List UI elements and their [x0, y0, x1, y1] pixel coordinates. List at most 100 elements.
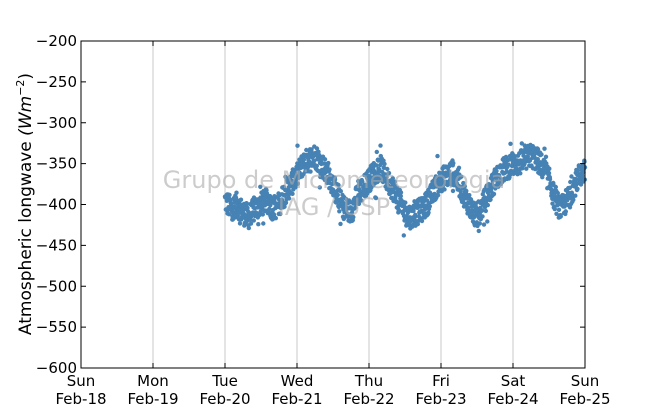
data-point — [360, 179, 365, 184]
data-point — [488, 197, 493, 202]
data-point — [258, 184, 263, 189]
data-point — [267, 206, 272, 212]
data-point — [282, 204, 287, 209]
y-tick-label: −250 — [36, 73, 77, 91]
data-point — [398, 193, 403, 199]
data-point — [520, 166, 525, 171]
data-point — [317, 185, 322, 190]
x-tick-label-date: Feb-18 — [55, 390, 106, 408]
data-point — [426, 210, 431, 215]
data-point — [237, 221, 243, 226]
data-point — [346, 214, 351, 219]
data-point — [374, 163, 379, 168]
data-point — [278, 211, 283, 217]
data-point — [246, 225, 251, 231]
data-point — [359, 198, 364, 203]
data-point — [546, 170, 552, 176]
data-point — [485, 219, 490, 224]
x-tick-label-date: Feb-23 — [415, 390, 466, 408]
data-point — [543, 154, 549, 159]
data-point — [301, 157, 307, 162]
x-tick-label-day: Wed — [281, 372, 314, 390]
data-point — [481, 222, 487, 227]
data-point — [295, 143, 300, 148]
data-point — [467, 193, 472, 198]
data-point — [228, 197, 233, 202]
data-point — [245, 205, 250, 211]
x-tick-label-day: Mon — [137, 372, 169, 390]
data-point — [427, 204, 432, 209]
data-point — [580, 173, 585, 179]
y-tick-label: −200 — [36, 32, 77, 50]
data-point — [244, 201, 250, 206]
y-axis-label: Atmospheric longwave (Wm−2) — [14, 73, 36, 335]
data-point — [563, 209, 568, 214]
x-tick-label-day: Thu — [354, 372, 383, 390]
data-point — [381, 165, 387, 170]
data-point — [542, 146, 547, 151]
data-point — [556, 207, 562, 212]
x-axis: SunFeb-18MonFeb-19TueFeb-20WedFeb-21ThuF… — [55, 41, 611, 408]
watermark-line-1: Grupo de Micrometeorologia — [163, 166, 505, 194]
data-point — [273, 216, 278, 221]
data-point — [435, 193, 441, 198]
data-point — [540, 175, 545, 180]
x-tick-label-day: Sat — [501, 372, 526, 390]
grid-lines — [152, 41, 514, 368]
data-point — [435, 153, 440, 159]
data-point — [373, 195, 379, 201]
data-point — [382, 161, 387, 167]
data-point — [392, 179, 397, 184]
data-point — [464, 188, 469, 194]
data-point — [397, 208, 402, 214]
data-point — [573, 193, 578, 198]
data-point — [547, 166, 552, 171]
y-axis: −200 −250 −300 −350 −400 −450 −500 −550 −600 — [36, 32, 585, 377]
data-point — [456, 165, 462, 170]
data-point — [326, 160, 331, 166]
data-point — [556, 202, 561, 207]
data-point — [338, 221, 343, 227]
data-point — [547, 177, 553, 182]
data-point — [248, 221, 254, 226]
data-point — [386, 170, 392, 176]
data-point — [480, 208, 485, 213]
data-point — [437, 170, 442, 175]
data-point — [462, 184, 467, 189]
x-tick-label-day: Sun — [571, 372, 600, 390]
x-tick-label-date: Feb-20 — [199, 390, 250, 408]
data-point — [477, 221, 482, 226]
data-point — [539, 152, 544, 157]
data-point — [490, 182, 495, 187]
data-point — [512, 155, 517, 160]
data-point — [461, 200, 466, 205]
data-point — [351, 214, 356, 220]
data-point — [569, 174, 574, 179]
data-point — [234, 190, 239, 195]
data-point — [314, 163, 319, 169]
data-point — [260, 212, 265, 217]
watermark-line-2: IAG / USP — [278, 193, 390, 221]
data-point — [419, 218, 425, 224]
data-point — [494, 168, 499, 174]
data-point — [327, 167, 332, 172]
data-point — [491, 191, 497, 197]
x-tick-label-day: Tue — [211, 372, 238, 390]
data-point — [567, 205, 573, 210]
data-point — [293, 170, 298, 175]
y-tick-label: −450 — [36, 236, 77, 254]
y-tick-label: −500 — [36, 277, 77, 295]
data-point — [568, 179, 573, 185]
data-point — [575, 186, 580, 192]
data-point — [314, 146, 320, 151]
x-tick-label-date: Feb-21 — [271, 390, 322, 408]
data-point — [316, 149, 321, 154]
data-point — [390, 176, 395, 181]
data-point — [226, 212, 232, 217]
data-point — [485, 202, 490, 208]
x-tick-label-day: Fri — [432, 372, 450, 390]
data-point — [415, 221, 420, 227]
data-point — [554, 211, 559, 216]
data-point — [311, 159, 317, 164]
x-tick-label-date: Feb-24 — [487, 390, 538, 408]
